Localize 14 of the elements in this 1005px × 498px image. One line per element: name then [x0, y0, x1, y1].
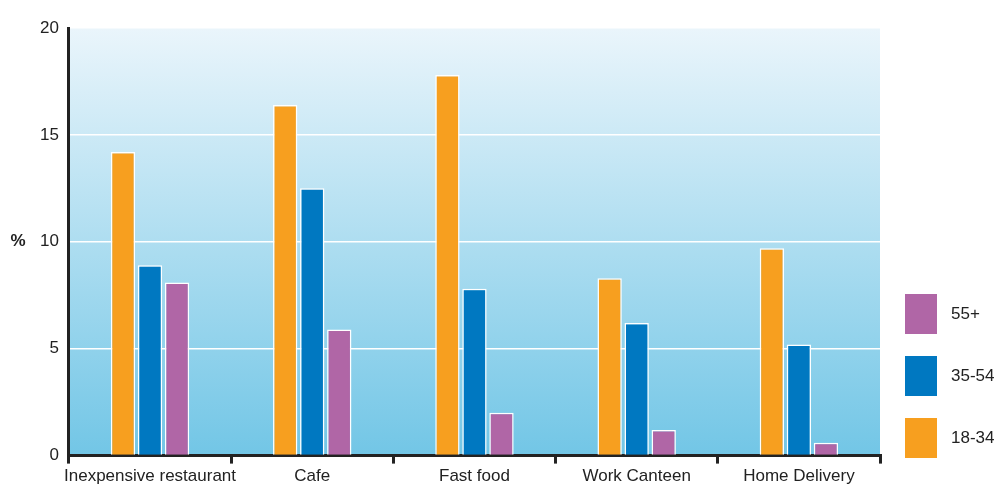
x-tick-label: Fast food: [439, 466, 510, 486]
x-tick-label: Inexpensive restaurant: [64, 466, 237, 486]
legend-label: 18-34: [951, 428, 995, 448]
x-tick-label: Work Canteen: [582, 466, 691, 486]
y-tick-label: 10: [39, 231, 59, 251]
y-tick-label: 0: [49, 445, 59, 465]
legend-label: 55+: [951, 304, 980, 324]
y-tick-label: 5: [49, 338, 59, 358]
y-tick-label: 20: [39, 17, 59, 37]
legend-label: 35-54: [951, 366, 995, 386]
x-tick-label: Home Delivery: [743, 466, 856, 486]
x-tick-label: Cafe: [294, 466, 331, 486]
y-axis-title: %: [10, 231, 26, 251]
y-tick-label: 15: [39, 124, 59, 144]
